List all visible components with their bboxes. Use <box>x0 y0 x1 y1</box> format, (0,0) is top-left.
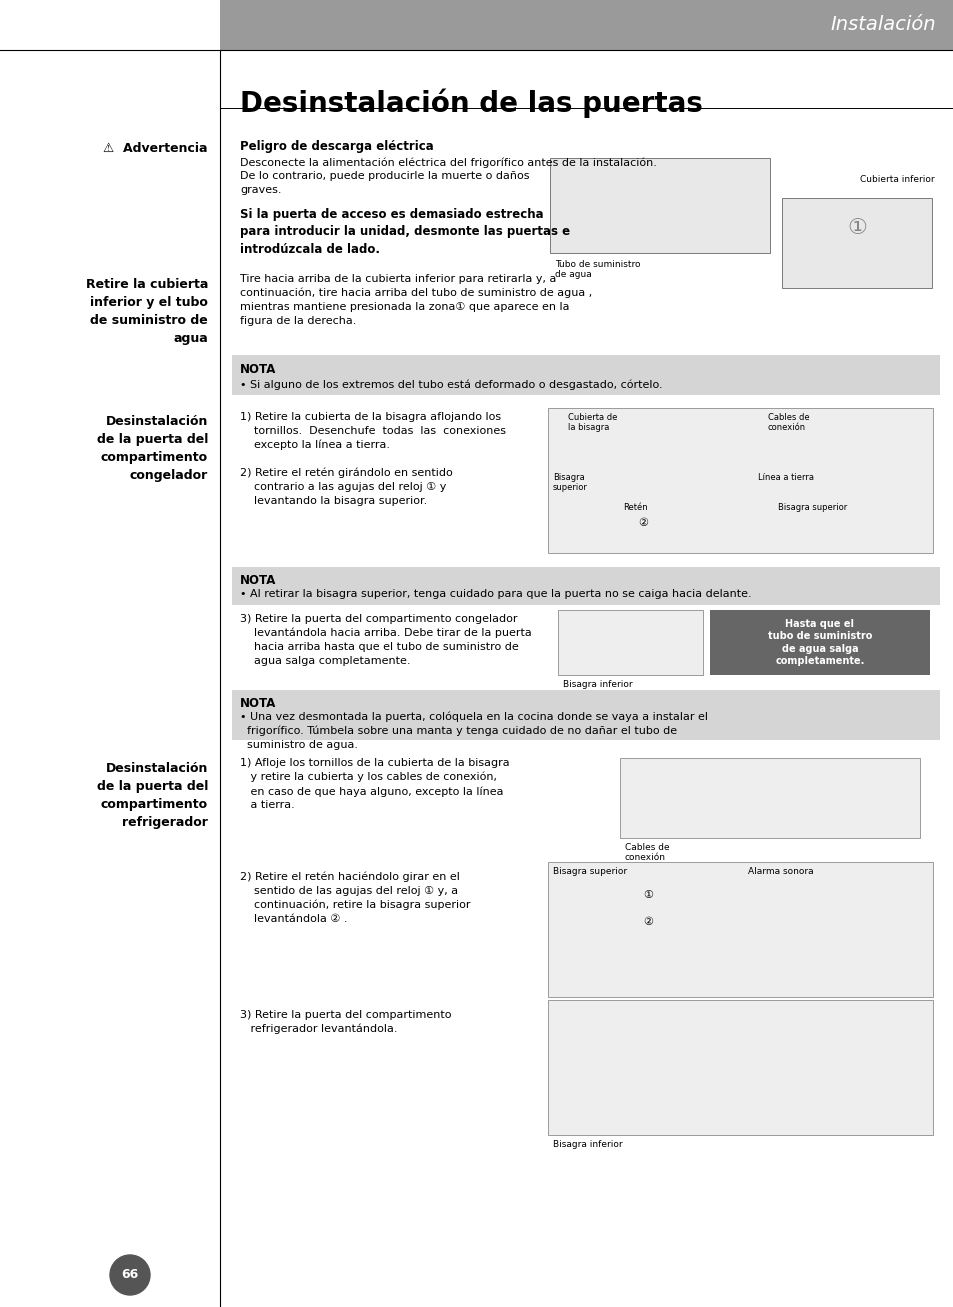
Text: Cables de
conexión: Cables de conexión <box>624 843 669 863</box>
Bar <box>550 158 769 254</box>
Text: • Una vez desmontada la puerta, colóquela en la cocina donde se vaya a instalar : • Una vez desmontada la puerta, colóquel… <box>240 712 707 750</box>
Bar <box>558 610 702 674</box>
Text: Cables de
conexión: Cables de conexión <box>767 413 809 433</box>
Text: Bisagra superior: Bisagra superior <box>553 867 626 876</box>
Text: 1) Afloje los tornillos de la cubierta de la bisagra
   y retire la cubierta y l: 1) Afloje los tornillos de la cubierta d… <box>240 758 509 810</box>
Text: Bisagra inferior: Bisagra inferior <box>562 680 632 689</box>
Text: 2) Retire el retén girándolo en sentido
    contrario a las agujas del reloj ① y: 2) Retire el retén girándolo en sentido … <box>240 468 453 506</box>
Text: 1) Retire la cubierta de la bisagra aflojando los
    tornillos.  Desenchufe  to: 1) Retire la cubierta de la bisagra aflo… <box>240 412 505 450</box>
Text: 66: 66 <box>121 1269 138 1281</box>
Text: Retén: Retén <box>622 503 647 512</box>
Text: Bisagra inferior: Bisagra inferior <box>553 1140 622 1149</box>
Text: 3) Retire la puerta del compartimento congelador
    levantándola hacia arriba. : 3) Retire la puerta del compartimento co… <box>240 614 531 665</box>
Bar <box>232 567 939 605</box>
Text: Línea a tierra: Línea a tierra <box>758 473 813 482</box>
Text: ①: ① <box>642 890 652 901</box>
FancyBboxPatch shape <box>220 0 953 50</box>
Text: ②: ② <box>642 918 652 927</box>
Bar <box>232 690 939 740</box>
Text: Retire la cubierta
inferior y el tubo
de suministro de
agua: Retire la cubierta inferior y el tubo de… <box>86 278 208 345</box>
Text: NOTA: NOTA <box>240 697 276 710</box>
Text: Bisagra
superior: Bisagra superior <box>553 473 587 493</box>
Text: Desconecte la alimentación eléctrica del frigorífico antes de la instalación.
De: Desconecte la alimentación eléctrica del… <box>240 157 657 195</box>
Text: Bisagra superior: Bisagra superior <box>778 503 846 512</box>
Bar <box>709 610 929 674</box>
Text: Desinstalación
de la puerta del
compartimento
refrigerador: Desinstalación de la puerta del comparti… <box>96 762 208 829</box>
Text: ②: ② <box>638 518 647 528</box>
Text: Instalación: Instalación <box>829 16 935 34</box>
Text: Tire hacia arriba de la cubierta inferior para retirarla y, a
continuación, tire: Tire hacia arriba de la cubierta inferio… <box>240 274 592 325</box>
Text: Alarma sonora: Alarma sonora <box>747 867 813 876</box>
Text: NOTA: NOTA <box>240 363 276 376</box>
Text: Cubierta inferior: Cubierta inferior <box>860 175 934 184</box>
Bar <box>547 863 932 997</box>
Text: 3) Retire la puerta del compartimento
   refrigerador levantándola.: 3) Retire la puerta del compartimento re… <box>240 1010 451 1034</box>
Bar <box>619 758 919 838</box>
Text: NOTA: NOTA <box>240 574 276 587</box>
Bar <box>232 356 939 395</box>
Text: • Al retirar la bisagra superior, tenga cuidado para que la puerta no se caiga h: • Al retirar la bisagra superior, tenga … <box>240 589 751 599</box>
Text: • Si alguno de los extremos del tubo está deformado o desgastado, córtelo.: • Si alguno de los extremos del tubo est… <box>240 379 662 389</box>
Text: Tubo de suministro
de agua: Tubo de suministro de agua <box>555 260 639 280</box>
Text: Peligro de descarga eléctrica: Peligro de descarga eléctrica <box>240 140 434 153</box>
Text: ⚠  Advertencia: ⚠ Advertencia <box>103 142 208 156</box>
Text: Hasta que el
tubo de suministro
de agua salga
completamente.: Hasta que el tubo de suministro de agua … <box>767 620 871 667</box>
Text: 2) Retire el retén haciéndolo girar en el
    sentido de las agujas del reloj ① : 2) Retire el retén haciéndolo girar en e… <box>240 872 470 924</box>
Text: Si la puerta de acceso es demasiado estrecha
para introducir la unidad, desmonte: Si la puerta de acceso es demasiado estr… <box>240 208 570 256</box>
Bar <box>547 1000 932 1134</box>
Bar <box>781 197 931 288</box>
Circle shape <box>110 1255 150 1295</box>
Text: ①: ① <box>846 218 866 238</box>
Bar <box>547 408 932 553</box>
Text: Cubierta de
la bisagra: Cubierta de la bisagra <box>567 413 617 433</box>
Text: Desinstalación
de la puerta del
compartimento
congelador: Desinstalación de la puerta del comparti… <box>96 416 208 482</box>
Text: Desinstalación de las puertas: Desinstalación de las puertas <box>240 88 702 118</box>
